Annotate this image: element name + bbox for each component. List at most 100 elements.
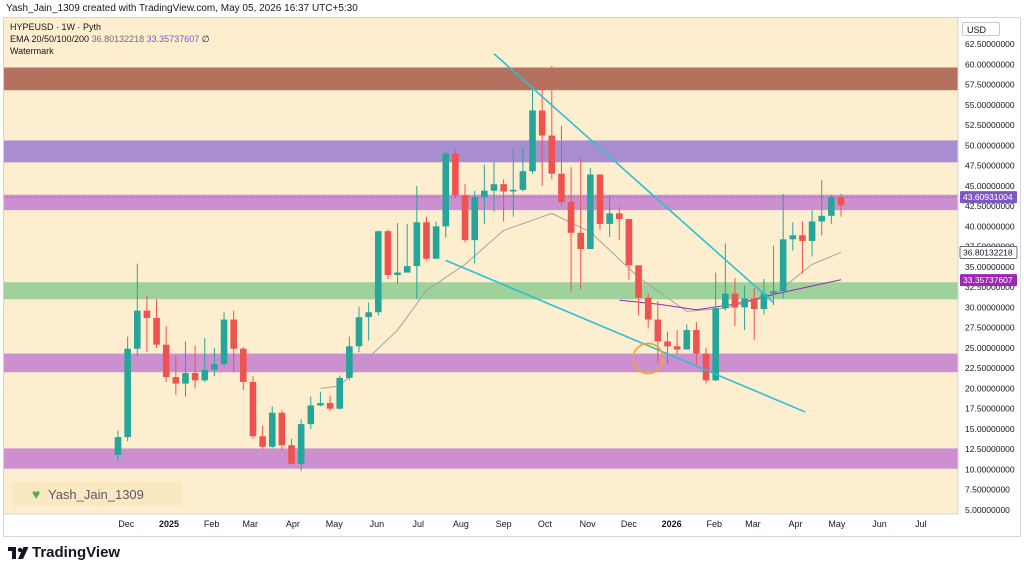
y-tick-label-2: 57.50000000 (965, 80, 1015, 90)
candle-body-73 (818, 215, 826, 222)
candle-body-26 (365, 312, 372, 318)
watermark-legend[interactable]: Watermark (10, 46, 54, 56)
zone-band-5 (4, 448, 958, 469)
y-tick-label-21: 10.00000000 (965, 464, 1015, 474)
candle-body-42 (519, 171, 527, 190)
candle-body-61 (702, 353, 710, 381)
x-tick-label-11: Nov (580, 519, 597, 529)
candle-body-6 (172, 377, 180, 384)
candle-body-34 (442, 153, 450, 227)
candle-body-45 (548, 135, 556, 174)
y-tick-label-4: 52.50000000 (965, 120, 1015, 130)
candle-body-14 (249, 381, 257, 437)
ema-value-2: 33.35737607 (146, 34, 200, 44)
candle-body-60 (693, 330, 700, 354)
candle-body-0 (114, 437, 122, 455)
candle-body-72 (808, 221, 816, 241)
candle-body-69 (779, 239, 787, 292)
candle-body-62 (712, 308, 719, 381)
price-label-bg-0 (960, 191, 1017, 204)
y-tick-label-0: 62.50000000 (965, 39, 1015, 49)
candle-body-7 (182, 373, 189, 384)
candle-body-65 (741, 298, 748, 308)
candle-body-75 (837, 197, 845, 206)
candle-body-37 (471, 197, 478, 241)
candle-body-11 (220, 319, 228, 365)
y-tick-label-7: 45.00000000 (965, 181, 1015, 191)
candle-body-18 (288, 445, 295, 464)
candle-body-58 (673, 346, 681, 350)
y-tick-label-20: 12.50000000 (965, 444, 1015, 454)
candle-body-30 (403, 266, 411, 273)
candle-body-24 (346, 346, 353, 378)
green-heart-icon: ♥ (32, 486, 41, 502)
candle-body-59 (683, 330, 691, 350)
zone-band-0 (4, 67, 958, 91)
tradingview-logo-icon[interactable] (8, 545, 30, 561)
zone-band-4 (4, 353, 958, 373)
x-tick-label-3: Mar (242, 519, 258, 529)
x-axis-panel (4, 514, 958, 536)
x-tick-label-2: Feb (204, 519, 220, 529)
y-tick-label-12: 32.50000000 (965, 282, 1015, 292)
candle-body-74 (828, 197, 835, 216)
candle-body-12 (230, 319, 237, 349)
footer-brand[interactable]: TradingView (32, 544, 121, 561)
candle-body-13 (240, 348, 247, 382)
candle-body-1 (124, 348, 131, 438)
candle-body-47 (567, 202, 575, 233)
candle-body-51 (606, 213, 613, 224)
y-tick-label-1: 60.00000000 (965, 59, 1015, 69)
candle-body-3 (143, 310, 151, 318)
candle-body-46 (558, 173, 565, 203)
x-tick-label-12: Dec (621, 519, 638, 529)
x-tick-label-8: Aug (453, 519, 469, 529)
candle-body-67 (760, 293, 768, 310)
candle-body-38 (481, 190, 488, 198)
x-tick-label-19: Jul (915, 519, 927, 529)
x-tick-label-5: May (326, 519, 344, 529)
candle-body-21 (317, 403, 324, 406)
x-tick-label-14: Feb (707, 519, 723, 529)
y-tick-label-13: 30.00000000 (965, 302, 1015, 312)
header-caption: Yash_Jain_1309 created with TradingView.… (6, 3, 358, 14)
candle-body-25 (355, 317, 363, 347)
price-label-bg-1 (959, 245, 1018, 259)
ema-legend-label: EMA 20/50/100/200 (10, 34, 90, 44)
currency-selector[interactable]: USD (962, 22, 1000, 36)
x-tick-label-7: Jul (412, 519, 424, 529)
x-tick-label-0: Dec (118, 519, 135, 529)
x-tick-label-9: Sep (496, 519, 512, 529)
candle-body-55 (644, 297, 652, 320)
x-tick-label-18: Jun (872, 519, 887, 529)
candle-body-71 (799, 235, 806, 241)
y-tick-label-16: 22.50000000 (965, 363, 1015, 373)
price-label-0: 43.60931004 (963, 192, 1013, 202)
symbol-legend-title[interactable]: HYPEUSD · 1W · Pyth (10, 22, 102, 32)
x-tick-label-17: May (828, 519, 846, 529)
candle-body-50 (596, 174, 604, 224)
candle-body-15 (259, 436, 266, 447)
x-tick-label-16: Apr (789, 519, 803, 529)
candle-body-52 (615, 213, 623, 220)
ema-legend[interactable]: EMA 20/50/100/200 36.80132218 33.3573760… (10, 34, 210, 45)
watermark-label: Yash_Jain_1309 (48, 487, 144, 502)
candle-body-63 (722, 293, 729, 309)
candle-body-54 (635, 265, 642, 298)
candle-body-64 (731, 293, 739, 308)
candle-body-36 (461, 195, 469, 241)
candle-body-10 (211, 364, 218, 370)
candle-body-16 (268, 412, 276, 447)
y-tick-label-6: 47.50000000 (965, 161, 1015, 171)
ema-value-1: 36.80132218 (91, 34, 145, 44)
candle-body-48 (577, 232, 585, 250)
candle-body-20 (307, 405, 315, 425)
trendline-0 (493, 53, 775, 304)
x-tick-label-15: Mar (745, 519, 761, 529)
plot-background (4, 18, 958, 514)
y-tick-label-11: 35.00000000 (965, 262, 1015, 272)
candle-body-4 (153, 317, 160, 345)
y-axis-panel (958, 18, 1020, 514)
candle-body-28 (384, 231, 392, 275)
